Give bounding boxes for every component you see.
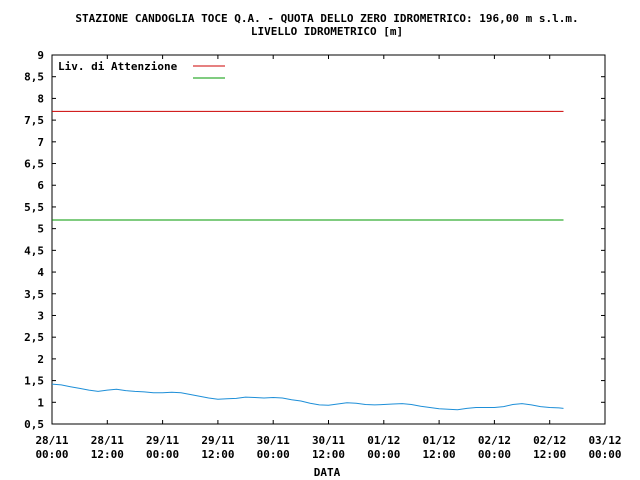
chart-title: STAZIONE CANDOGLIA TOCE Q.A. - QUOTA DEL…	[75, 12, 578, 25]
y-tick-label: 2	[37, 353, 44, 366]
x-tick-date: 30/11	[257, 434, 290, 447]
x-tick-time: 12:00	[312, 448, 345, 461]
x-tick-date: 01/12	[367, 434, 400, 447]
x-axis: 28/1100:0028/1112:0029/1100:0029/1112:00…	[35, 55, 622, 461]
chart-subtitle: LIVELLO IDROMETRICO [m]	[251, 25, 403, 38]
x-tick-time: 00:00	[588, 448, 621, 461]
y-tick-label: 7	[37, 136, 44, 149]
y-axis: 0,5 1 1,5 2 2,5 3 3,5 4 4,5 5 5,5 6 6,5 7 7,5 8 8,5 9	[24, 49, 605, 431]
y-tick-label: 6,5	[24, 158, 44, 171]
series-line-water-level	[51, 383, 564, 411]
x-tick-date: 29/11	[201, 434, 234, 447]
x-tick-date: 28/11	[35, 434, 68, 447]
plot-frame	[51, 54, 606, 425]
x-tick-time: 00:00	[146, 448, 179, 461]
x-tick-time: 00:00	[367, 448, 400, 461]
x-tick-date: 02/12	[478, 434, 511, 447]
x-tick-time: 12:00	[91, 448, 124, 461]
y-tick-label: 5,5	[24, 201, 44, 214]
y-tick-label: 8	[37, 92, 44, 105]
y-tick-label: 3	[37, 309, 44, 322]
y-tick-label: 0,5	[24, 418, 44, 431]
y-tick-label: 2,5	[24, 331, 44, 344]
y-tick-label: 1,5	[24, 375, 44, 388]
x-tick-time: 12:00	[533, 448, 566, 461]
x-tick-date: 30/11	[312, 434, 345, 447]
x-tick-date: 02/12	[533, 434, 566, 447]
y-tick-label: 1	[37, 396, 44, 409]
legend-label-attenzione: Liv. di Attenzione	[58, 60, 178, 73]
x-tick-time: 12:00	[423, 448, 456, 461]
x-axis-label: DATA	[314, 466, 341, 479]
x-tick-time: 00:00	[35, 448, 68, 461]
y-tick-label: 3,5	[24, 288, 44, 301]
x-tick-time: 00:00	[478, 448, 511, 461]
y-tick-label: 9	[37, 49, 44, 62]
y-tick-label: 8,5	[24, 71, 44, 84]
x-tick-date: 01/12	[423, 434, 456, 447]
y-tick-label: 7,5	[24, 114, 44, 127]
y-tick-label: 4,5	[24, 244, 44, 257]
y-tick-label: 5	[37, 223, 44, 236]
series-group	[51, 110, 564, 411]
x-tick-date: 03/12	[588, 434, 621, 447]
x-tick-date: 28/11	[91, 434, 124, 447]
x-tick-date: 29/11	[146, 434, 179, 447]
y-tick-label: 6	[37, 179, 44, 192]
legend: Liv. di Attenzione	[58, 60, 225, 79]
x-tick-time: 12:00	[201, 448, 234, 461]
y-tick-label: 4	[37, 266, 44, 279]
x-tick-time: 00:00	[257, 448, 290, 461]
